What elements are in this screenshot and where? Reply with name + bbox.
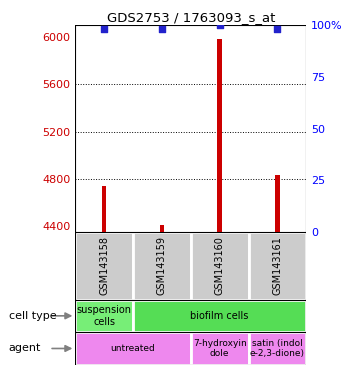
Bar (248, 332, 306, 365)
Text: satin (indol
e-2,3-dione): satin (indol e-2,3-dione) (250, 339, 305, 358)
Text: agent: agent (9, 343, 41, 354)
Text: cell type: cell type (9, 311, 56, 321)
Point (217, 22, 223, 28)
Bar (191, 332, 248, 365)
Text: GSM143160: GSM143160 (215, 237, 225, 295)
Point (274, 26, 280, 32)
Text: 7-hydroxyin
dole: 7-hydroxyin dole (193, 339, 246, 358)
Bar (248, 232, 306, 300)
Text: GSM143159: GSM143159 (157, 237, 167, 295)
Point (102, 26, 107, 32)
Bar (102, 186, 106, 232)
Bar (75, 332, 191, 365)
Bar (133, 232, 191, 300)
Bar (217, 39, 222, 232)
Text: suspension
cells: suspension cells (77, 305, 132, 327)
Point (159, 26, 165, 32)
Bar (191, 232, 248, 300)
Text: biofilm cells: biofilm cells (190, 311, 249, 321)
Bar (160, 225, 164, 232)
Bar (275, 175, 280, 232)
Bar (133, 300, 306, 332)
Text: GSM143158: GSM143158 (99, 237, 109, 295)
Text: untreated: untreated (111, 344, 155, 353)
Title: GDS2753 / 1763093_s_at: GDS2753 / 1763093_s_at (106, 11, 275, 24)
Text: GSM143161: GSM143161 (272, 237, 282, 295)
Bar (75, 232, 133, 300)
Bar (75, 300, 133, 332)
